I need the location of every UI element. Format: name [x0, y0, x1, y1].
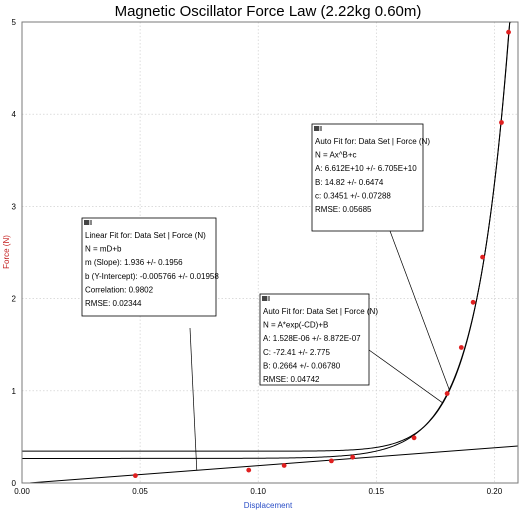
grip-bar	[319, 126, 322, 131]
fit-text-line: A: 1.528E-06 +/- 8.872E-07	[263, 334, 361, 343]
fit-text-line: RMSE: 0.05685	[315, 205, 372, 214]
fit-box-power[interactable]: Auto Fit for: Data Set | Force (N) N = Ax…	[311, 123, 430, 232]
x-tick-label: 0.10	[250, 487, 266, 496]
tick-labels: 0.00 0.05 0.10 0.15 0.20 0 1 2 3 4 5	[12, 18, 503, 496]
fit-annotations: Linear Fit for: Data Set | Force (N) N = …	[81, 123, 450, 471]
fit-text-line: N = A*exp(-CD)+B	[263, 321, 328, 330]
x-axis-title: Displacement	[244, 501, 293, 510]
fit-text-line: N = mD+b	[85, 245, 122, 254]
data-point	[458, 345, 464, 350]
grip-square	[84, 220, 89, 225]
data-point	[480, 254, 485, 260]
fit-text-line: A: 6.612E+10 +/- 6.705E+10	[315, 164, 417, 173]
grip-bar	[89, 220, 92, 225]
data-point	[411, 435, 417, 441]
y-tick-label: 4	[12, 110, 17, 119]
grip-square	[314, 126, 319, 131]
x-tick-label: 0.00	[14, 487, 30, 496]
fit-text-line: RMSE: 0.04742	[263, 375, 320, 384]
data-point	[329, 458, 334, 464]
annotation-leader	[389, 230, 450, 391]
data-point	[470, 299, 476, 305]
fit-text-line: b (Y-Intercept): -0.005766 +/- 0.01958	[85, 272, 219, 281]
fit-text-line: B: 14.82 +/- 0.6474	[315, 178, 384, 187]
fit-text-line: RMSE: 0.02344	[85, 299, 142, 308]
x-tick-label: 0.20	[487, 487, 503, 496]
data-points	[132, 29, 511, 479]
fit-box-grip-icon[interactable]	[314, 126, 322, 131]
fit-text-line: C: -72.41 +/- 2.775	[263, 348, 330, 357]
grip-square	[262, 296, 267, 301]
data-point	[246, 467, 252, 473]
y-tick-label: 3	[12, 202, 17, 211]
data-point	[506, 29, 511, 35]
plot-frame	[21, 21, 519, 484]
fit-box-frame	[259, 293, 370, 386]
y-tick-label: 5	[12, 18, 17, 27]
x-tick-label: 0.15	[368, 487, 384, 496]
fit-text-line: Linear Fit for: Data Set | Force (N)	[85, 231, 206, 240]
fit-curve-linear	[22, 445, 519, 484]
fit-text-line: B: 0.2664 +/- 0.06780	[263, 361, 341, 370]
y-tick-label: 2	[12, 295, 17, 304]
fit-box-grip-icon[interactable]	[84, 220, 92, 225]
y-tick-label: 0	[12, 479, 17, 488]
fit-box-frame	[311, 123, 424, 232]
fit-text-line: m (Slope): 1.936 +/- 0.1956	[85, 258, 183, 267]
fit-box-exp[interactable]: Auto Fit for: Data Set | Force (N) N = A*…	[259, 293, 378, 386]
fit-box-linear[interactable]: Linear Fit for: Data Set | Force (N) N = …	[81, 217, 219, 317]
fit-text-line: c: 0.3451 +/- 0.07288	[315, 191, 391, 200]
fit-curve-power	[22, 21, 518, 452]
fit-text-line: Auto Fit for: Data Set | Force (N)	[263, 307, 378, 316]
fit-text-line: Auto Fit for: Data Set | Force (N)	[315, 137, 430, 146]
y-axis-title: Force (N)	[2, 235, 11, 269]
fit-text-line: Correlation: 0.9802	[85, 285, 154, 294]
fit-box-grip-icon[interactable]	[262, 296, 270, 301]
data-point	[350, 454, 356, 460]
y-tick-label: 1	[12, 387, 17, 396]
data-point	[132, 473, 138, 479]
fit-box-frame	[81, 217, 217, 317]
annotation-leader	[368, 349, 443, 403]
grip-bar	[267, 296, 270, 301]
data-point	[281, 463, 287, 468]
data-point	[499, 120, 504, 125]
fit-text-line: N = Ax^B+c	[315, 151, 357, 160]
x-tick-label: 0.05	[132, 487, 148, 496]
fit-curves	[22, 21, 519, 484]
annotation-leader	[189, 327, 198, 471]
data-point	[444, 391, 450, 396]
chart-title: Magnetic Oscillator Force Law (2.22kg 0.…	[115, 3, 422, 20]
